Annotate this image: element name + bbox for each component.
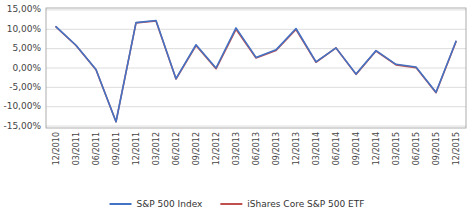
x-tick-label: 09/2012 [192, 132, 201, 165]
y-tick-label: -15,00% [3, 121, 41, 131]
x-tick-label: 03/2011 [72, 132, 81, 165]
legend-label: iShares Core S&P 500 ETF [247, 199, 364, 209]
grid-line [46, 48, 466, 49]
x-tick-label: 03/2013 [232, 132, 241, 165]
x-tick-label: 12/2010 [52, 132, 61, 165]
x-tick-label: 06/2013 [252, 132, 261, 165]
grid-line [46, 9, 466, 10]
grid-line [46, 29, 466, 30]
x-tick-label: 12/2013 [292, 132, 301, 165]
x-tick-label: 09/2014 [352, 132, 361, 165]
x-tick-label: 06/2011 [92, 132, 101, 165]
legend-swatch [220, 203, 242, 205]
y-tick-label: -5,00% [9, 82, 41, 92]
lines [56, 20, 456, 121]
x-tick-labels: 12/2010 03/2011 06/2011 09/2011 12/2011 03/20… [52, 132, 461, 165]
legend-item: S&P 500 Index [110, 199, 204, 209]
x-tick-label: 12/2011 [132, 132, 141, 165]
x-tick-label: 12/2015 [452, 132, 461, 165]
y-grid [46, 10, 466, 126]
grid-line [46, 87, 466, 88]
series-line [56, 20, 456, 121]
x-tick-label: 12/2012 [212, 132, 221, 165]
series-line [56, 21, 456, 122]
y-tick-label: 10,00% [7, 24, 42, 34]
grid-line [46, 68, 466, 69]
x-tick-label: 09/2015 [432, 132, 441, 165]
plot-frame [46, 8, 466, 128]
legend-label: S&P 500 Index [137, 199, 204, 209]
x-tick-label: 03/2012 [152, 132, 161, 165]
x-tick-label: 03/2014 [312, 132, 321, 165]
y-tick-labels: -15,00% -10,00% -5,00% 0,00% 5,00% 10,00% 15,0… [3, 4, 41, 130]
y-tick-label: 5,00% [12, 43, 41, 53]
legend-item: iShares Core S&P 500 ETF [220, 199, 364, 209]
x-tick-label: 09/2013 [272, 132, 281, 165]
x-tick-label: 03/2015 [392, 132, 401, 165]
x-tick-label: 06/2015 [412, 132, 421, 165]
grid-line [46, 106, 466, 107]
legend-swatch [110, 203, 132, 205]
x-tick-label: 06/2012 [172, 132, 181, 165]
legend: S&P 500 Index iShares Core S&P 500 ETF [110, 199, 365, 209]
y-tick-label: 15,00% [7, 4, 42, 14]
grid-line [46, 126, 466, 127]
x-tick-label: 09/2011 [112, 132, 121, 165]
x-tick-label: 06/2014 [332, 132, 341, 165]
chart: -15,00% -10,00% -5,00% 0,00% 5,00% 10,00% 15,0… [0, 0, 474, 220]
y-tick-label: -10,00% [3, 101, 41, 111]
x-tick-label: 12/2014 [372, 132, 381, 165]
y-tick-label: 0,00% [12, 63, 41, 73]
